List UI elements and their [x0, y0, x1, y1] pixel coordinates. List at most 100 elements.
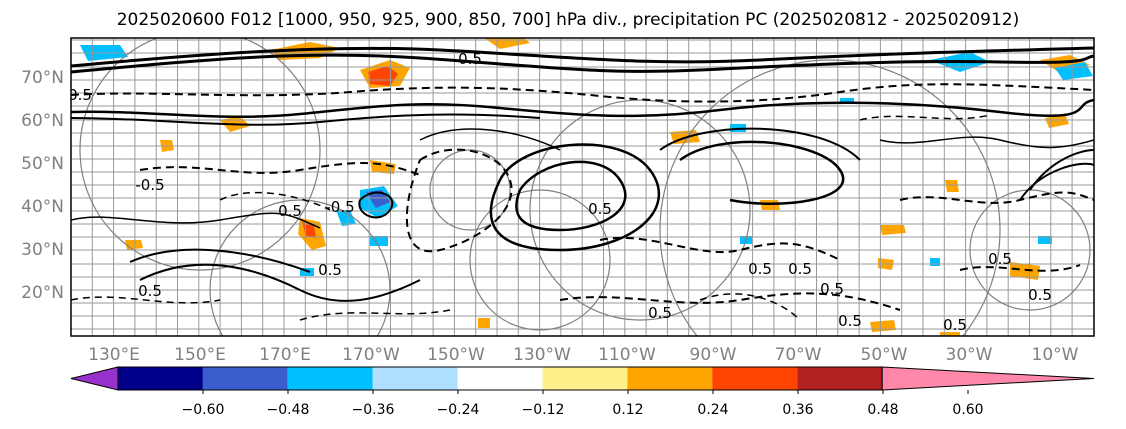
colorbar-segment [797, 367, 883, 390]
longitude-label: 170°W [342, 345, 400, 365]
graticule [71, 38, 1094, 336]
contour-label: 0.5 [1028, 286, 1052, 304]
contour-label: 0.5 [588, 200, 612, 218]
colorbar-segment [118, 367, 203, 390]
colorbar-segment [372, 367, 458, 390]
latitude-label: 40°N [21, 197, 64, 217]
longitude-label: 110°W [598, 345, 656, 365]
colorbar-tick-label: 0.36 [782, 402, 813, 418]
latitude-label: 30°N [21, 240, 64, 260]
colorbar-tick-label: 0.24 [697, 402, 728, 418]
latitude-label: 60°N [21, 111, 64, 131]
contour-line-solid [71, 113, 541, 126]
contour-line-solid [129, 248, 311, 273]
coastlines [79, 38, 1091, 336]
shade-orange [478, 318, 490, 328]
longitude-label: 50°W [861, 345, 908, 365]
shade-orange [760, 200, 780, 210]
contour-line-solid [139, 263, 421, 302]
colorbar-tick-label: −0.48 [267, 402, 310, 418]
shade-orange [1010, 262, 1040, 280]
colorbar-segment [287, 367, 373, 390]
contour-label: 0.5 [748, 260, 772, 278]
longitude-label: 150°E [174, 345, 226, 365]
contour-label: 0.5 [278, 202, 302, 220]
colorbar: −0.60 −0.48 −0.36 −0.24 −0.12 0.12 0.24 0.36 0.4… [70, 366, 1095, 418]
map-frame [70, 37, 1095, 337]
longitude-labels: 130°E 150°E 170°E 170°W 150°W 130°W 110°W 90°W 7… [88, 345, 1079, 365]
contour-label: -0.5 [325, 198, 354, 216]
contour-label: 0.5 [138, 282, 162, 300]
colorbar-tick-label: 0.12 [612, 402, 643, 418]
latitude-labels: 70°N 60°N 50°N 40°N 30°N 20°N [21, 68, 64, 303]
contour-label: 0.5 [458, 50, 482, 68]
longitude-label: 130°W [513, 345, 571, 365]
longitude-label: 130°E [88, 345, 140, 365]
colorbar-tick-label: −0.36 [352, 402, 395, 418]
contour-line-solid [419, 128, 561, 151]
contour-line-dashed [139, 162, 421, 176]
contour-line-dashed [71, 296, 221, 304]
longitude-label: 90°W [690, 345, 737, 365]
longitude-label: 70°W [775, 345, 822, 365]
contour-line-solid [71, 98, 1094, 119]
shade-orange [870, 320, 896, 332]
contour-line-solid [358, 191, 394, 219]
contour-line-solid [71, 46, 1094, 68]
figure-title: 2025020600 F012 [1000, 950, 925, 900, 85… [117, 10, 1020, 30]
colorbar-extend-max [881, 366, 1095, 391]
shade-orange [880, 225, 906, 235]
contour-line-dashed [599, 236, 841, 261]
contour-line-solid [1019, 162, 1094, 201]
contour-line-dashed [219, 191, 331, 211]
latitude-label: 70°N [21, 68, 64, 88]
colorbar-tick-label: −0.24 [437, 402, 480, 418]
contour-line-solid [71, 53, 1094, 74]
contour-label: 0.5 [68, 86, 92, 104]
contour-label: 0.5 [988, 250, 1012, 268]
longitude-label: 10°W [1032, 345, 1079, 365]
map-panel: 0.5 0.5 -0.5 -0.5 0.5 0.5 0.5 0.5 0.5 0.5 0.5 0.5 0.… [68, 37, 1095, 337]
colorbar-segment [712, 367, 798, 390]
contour-line-dashed [559, 292, 901, 311]
colorbar-tick-label: −0.60 [182, 402, 225, 418]
contour-label: 0.5 [788, 260, 812, 278]
colorbar-tick-label: 0.48 [867, 402, 898, 418]
contour-line-solid [1029, 149, 1094, 191]
colorbar-segment [202, 367, 288, 390]
colorbar-segment [542, 367, 628, 390]
colorbar-segment [457, 367, 543, 390]
contour-line-solid [659, 127, 861, 161]
contour-line-solid [879, 136, 1094, 149]
longitude-label: 150°W [427, 345, 485, 365]
shade-orange [940, 332, 960, 336]
contour-label: -0.5 [135, 176, 164, 194]
colorbar-tick-label: −0.12 [522, 402, 565, 418]
contour-line-dashed [899, 191, 1094, 204]
shade-orange [945, 180, 959, 192]
divergence-contours [71, 46, 1094, 321]
contour-line-dashed [699, 293, 801, 321]
contour-line-dashed [405, 148, 513, 253]
contour-line-dashed [859, 114, 991, 121]
colorbar-extend-min [70, 366, 119, 391]
contour-label: 0.5 [318, 261, 342, 279]
contour-line-solid [515, 160, 627, 232]
contour-line-dashed [71, 83, 1094, 103]
contour-line-solid [489, 143, 661, 252]
longitude-label: 30°W [946, 345, 993, 365]
latitude-label: 50°N [21, 154, 64, 174]
longitude-label: 170°E [259, 345, 311, 365]
contour-line-dashed [959, 264, 1081, 272]
colorbar-frame [117, 366, 883, 391]
contour-line-solid [679, 140, 845, 205]
contour-label: 0.5 [838, 312, 862, 330]
contour-labels: 0.5 0.5 -0.5 -0.5 0.5 0.5 0.5 0.5 0.5 0.5 0.5 0.5 0.… [68, 50, 1052, 334]
contour-label: 0.5 [648, 304, 672, 322]
shade-sky [336, 210, 356, 226]
contour-label: 0.5 [820, 280, 844, 298]
contour-line-solid [71, 212, 321, 229]
latitude-label: 20°N [21, 283, 64, 303]
colorbar-tick-label: 0.60 [952, 402, 983, 418]
